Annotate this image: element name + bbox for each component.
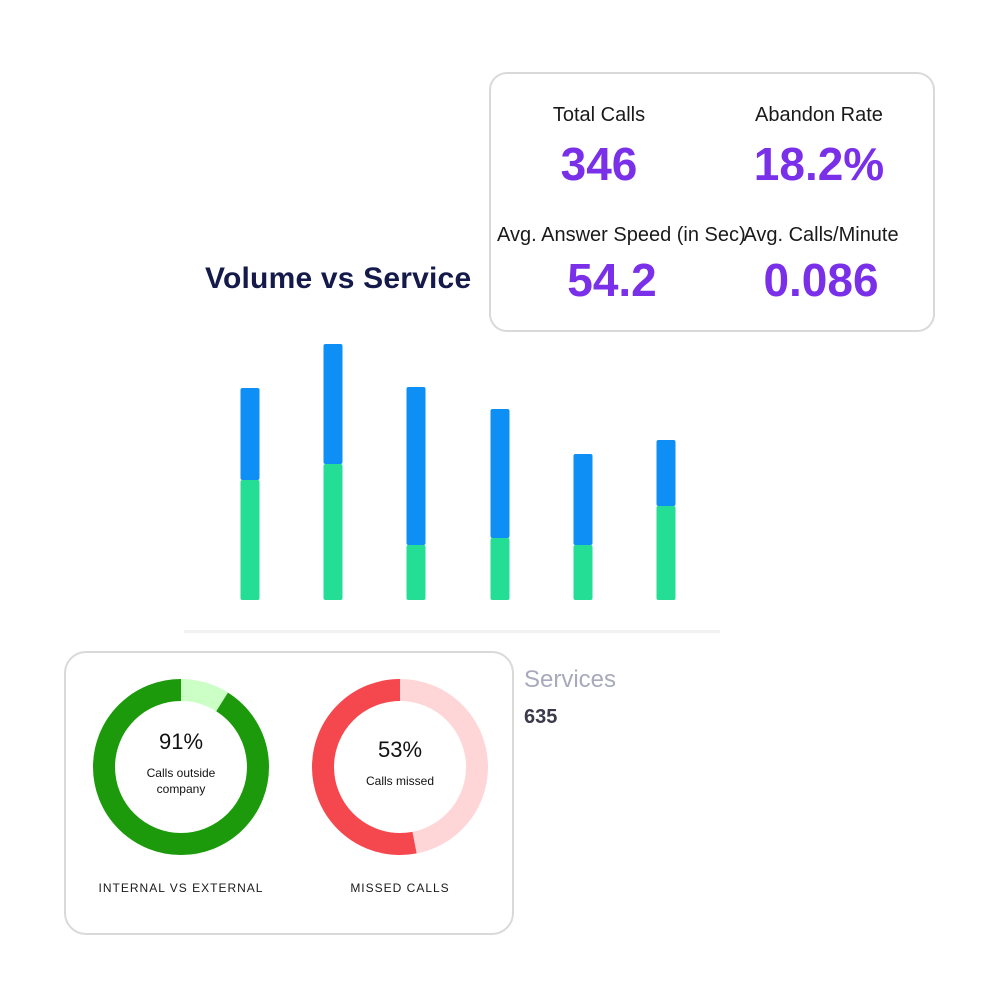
- internal-external-caption: INTERNAL VS EXTERNAL: [98, 881, 264, 895]
- bar-segment-lower-1: [240, 480, 260, 600]
- stat-value: 54.2: [567, 254, 657, 306]
- chart-baseline: [184, 630, 720, 633]
- stat-total-calls: Total Calls 346: [529, 104, 669, 191]
- bar-segment-upper-1: [240, 388, 260, 480]
- bar-segment-upper-3: [406, 387, 426, 545]
- donut-charts-card: 91% Calls outside company INTERNAL VS EX…: [64, 651, 514, 935]
- stat-value: 0.086: [763, 254, 879, 306]
- donut-percent: 91%: [158, 729, 204, 754]
- bar-segment-lower-5: [573, 545, 593, 600]
- stat-abandon-rate: Abandon Rate 18.2%: [739, 104, 899, 191]
- stat-label: Abandon Rate: [755, 104, 883, 126]
- stat-label: Avg. Answer Speed (in Sec): [497, 224, 746, 246]
- bar-segment-upper-5: [573, 454, 593, 545]
- internal-external-donut: 91% Calls outside company: [91, 677, 271, 857]
- bar-segment-lower-2: [323, 464, 343, 600]
- donut-subtitle: Calls missed: [365, 774, 434, 788]
- donut-percent: 53%: [377, 737, 423, 762]
- donut-subtitle: Calls outside company: [146, 766, 216, 796]
- stat-label: Avg. Calls/Minute: [743, 224, 899, 246]
- missed-calls-caption: MISSED CALLS: [350, 881, 450, 895]
- donut-center: 91% Calls outside company: [91, 677, 271, 857]
- stat-value: 346: [560, 138, 638, 190]
- call-stats-card: Total Calls 346 Abandon Rate 18.2% Avg. …: [489, 72, 935, 332]
- donut-center: 53% Calls missed: [310, 677, 490, 857]
- stat-avg-answer-speed: Avg. Answer Speed (in Sec) 54.2: [497, 224, 746, 307]
- missed-calls-donut-graphic: [312, 679, 488, 855]
- stat-avg-calls-per-minute: Avg. Calls/Minute 0.086: [741, 224, 901, 307]
- internal-external-donut-graphic: [93, 679, 269, 855]
- stat-value: 18.2%: [753, 138, 885, 190]
- bar-segment-lower-6: [656, 506, 676, 600]
- services-value: 635: [524, 706, 558, 728]
- donut-value-arc: [93, 679, 269, 855]
- bar-segment-upper-6: [656, 440, 676, 506]
- missed-calls-donut: 53% Calls missed: [310, 677, 490, 857]
- donut-value-arc: [312, 679, 488, 855]
- bar-segment-lower-4: [490, 538, 510, 600]
- bar-segment-upper-4: [490, 409, 510, 538]
- stat-label: Total Calls: [552, 104, 646, 126]
- bar-segment-lower-3: [406, 545, 426, 600]
- chart-title: Volume vs Service: [205, 262, 472, 295]
- services-label: Services: [524, 666, 617, 693]
- bar-segment-upper-2: [323, 344, 343, 464]
